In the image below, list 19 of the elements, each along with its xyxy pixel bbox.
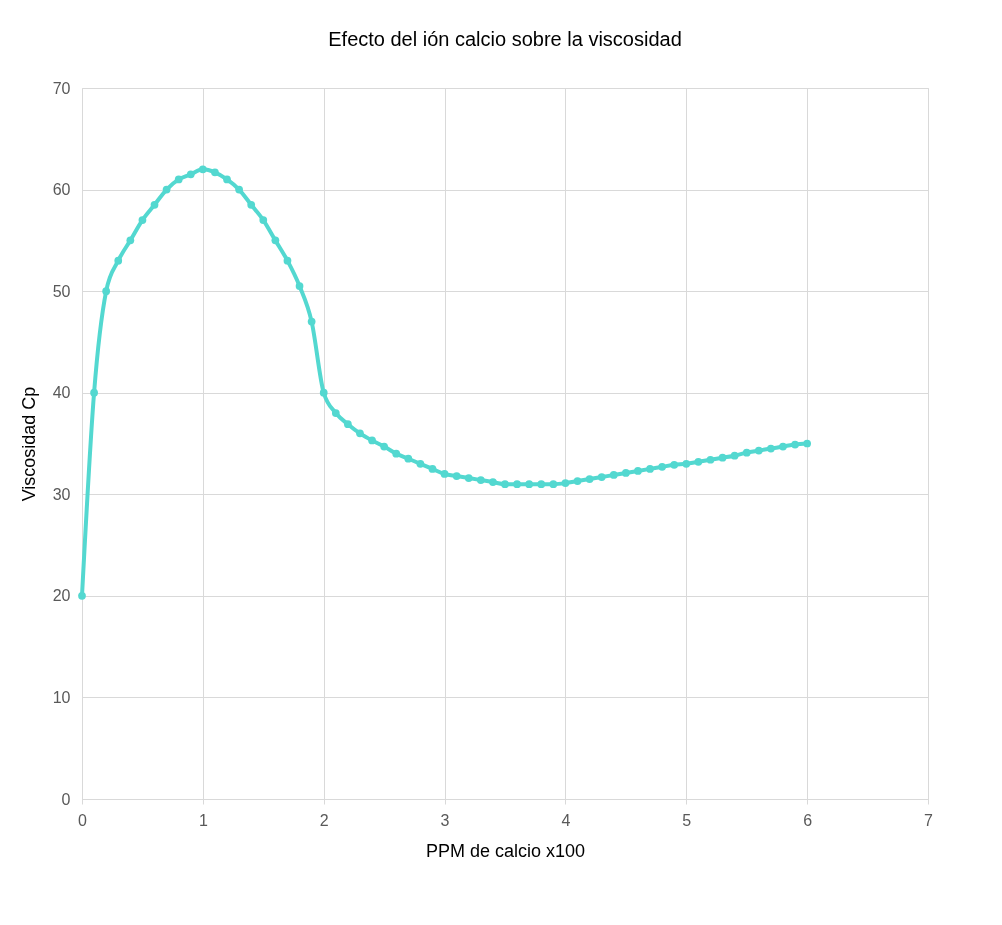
y-tick-label: 50: [52, 282, 71, 300]
y-tick-label: 40: [52, 384, 71, 402]
y-axis-title: Viscosidad Cp: [18, 386, 39, 502]
y-tick-label: 70: [52, 79, 71, 97]
x-tick-label: 5: [682, 811, 692, 829]
y-tick-label: 10: [52, 688, 71, 706]
x-tick-label: 2: [319, 811, 329, 829]
y-tick-label: 20: [52, 587, 71, 605]
x-axis-title: PPM de calcio x100: [425, 840, 586, 861]
y-tick-label: 60: [52, 181, 71, 199]
chart-title: Efecto del ión calcio sobre la viscosidad: [328, 28, 682, 50]
x-tick-label: 1: [198, 811, 208, 829]
x-tick-label: 0: [78, 811, 88, 829]
x-tick-label: 3: [440, 811, 450, 829]
x-tick-label: 6: [803, 811, 813, 829]
x-tick-label: 4: [561, 811, 571, 829]
x-tick-label: 7: [924, 811, 934, 829]
y-tick-label: 0: [61, 790, 71, 808]
y-tick-label: 30: [52, 485, 71, 503]
